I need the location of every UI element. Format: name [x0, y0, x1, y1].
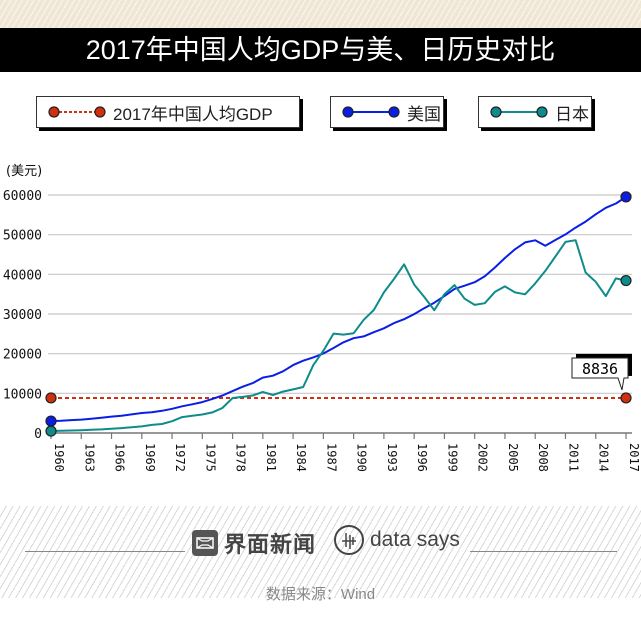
usa-series-line [50, 196, 627, 423]
legend-label-japan: 日本 [555, 104, 589, 124]
y-tick-label: 30000 [3, 308, 42, 323]
x-tick-label: 1999 [445, 443, 459, 472]
x-tick-label: 2005 [506, 443, 520, 472]
x-tick-label: 1978 [234, 443, 248, 472]
china-start-marker [45, 392, 57, 404]
y-tick-label: 20000 [3, 348, 42, 363]
x-tick-label: 1960 [52, 443, 66, 472]
datasays-icon [334, 525, 364, 555]
footer-hatch [0, 506, 641, 598]
x-tick-label: 1981 [264, 443, 278, 472]
x-tick-label: 1972 [173, 443, 187, 472]
china-end-marker [620, 392, 632, 404]
brand-name: 界面新闻 [224, 532, 317, 557]
x-tick-label: 2017 [627, 443, 641, 472]
brand-icon [192, 530, 218, 556]
y-tick-label: 10000 [3, 387, 42, 402]
datasays-logo: data says [334, 525, 460, 555]
x-tick-label: 2011 [566, 443, 580, 472]
header-hatch [0, 0, 641, 28]
x-tick-label: 1969 [143, 443, 157, 472]
legend-item-china: 2017年中国人均GDP [36, 96, 300, 128]
x-tick-label: 1975 [203, 443, 217, 472]
legend-line-icon [490, 106, 548, 118]
footer-divider-left [25, 551, 185, 552]
x-tick-label: 1963 [82, 443, 96, 472]
x-tick-label: 1993 [385, 443, 399, 472]
japan-end-marker [620, 274, 632, 287]
legend-item-usa: 美国 [330, 96, 444, 128]
datasays-text: data says [370, 528, 460, 551]
legend-label-usa: 美国 [407, 104, 441, 124]
brand-logo: 界面新闻 [192, 527, 316, 559]
usa-end-marker [620, 191, 632, 203]
x-tick-label: 1987 [324, 443, 338, 472]
y-tick-label: 0 [34, 427, 42, 442]
legend-label-china: 2017年中国人均GDP [113, 104, 273, 124]
chart-title: 2017年中国人均GDP与美、日历史对比 [0, 28, 641, 72]
x-tick-label: 1984 [294, 443, 308, 472]
x-tick-label: 1996 [415, 443, 429, 472]
annotation-callout [571, 357, 629, 391]
y-tick-label: 60000 [3, 189, 42, 204]
x-tick-label: 2008 [536, 443, 550, 472]
y-tick-label: 40000 [3, 268, 42, 283]
annotation-label: 8836 [582, 360, 618, 378]
japan-start-marker [45, 425, 57, 437]
y-tick-label: 50000 [3, 229, 42, 244]
x-tick-label: 2002 [476, 443, 490, 472]
legend-item-japan: 日本 [478, 96, 592, 128]
line-chart: 0 10000 20000 30000 40000 50000 60000 1960 1963 1… [3, 189, 641, 472]
x-tick-label: 1990 [355, 443, 369, 472]
data-source: 数据来源：Wind [265, 586, 376, 603]
x-tick-label: 1966 [113, 443, 127, 472]
legend-dotted-line-icon [48, 106, 106, 118]
legend-line-icon [342, 106, 400, 118]
y-axis-unit-label: (美元) [6, 164, 43, 179]
x-tick-label: 2014 [597, 443, 611, 472]
usa-start-marker [45, 415, 57, 427]
footer-divider-right [470, 551, 617, 552]
japan-series-line [50, 239, 627, 433]
